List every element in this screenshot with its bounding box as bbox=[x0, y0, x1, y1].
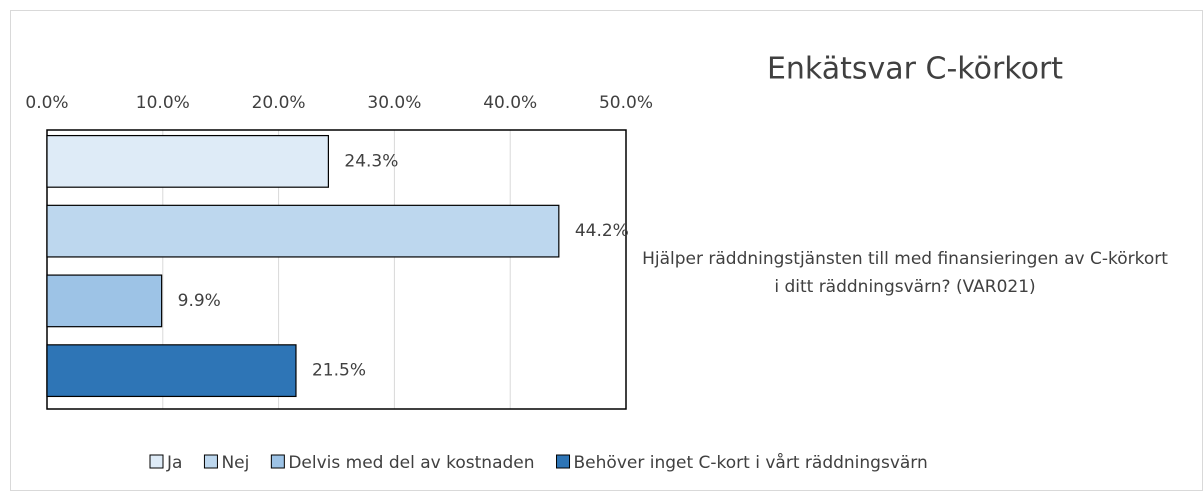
x-tick-label: 30.0% bbox=[367, 93, 421, 113]
legend-swatch bbox=[203, 454, 218, 469]
legend-swatch bbox=[149, 454, 164, 469]
chart-frame bbox=[10, 10, 1203, 491]
legend-label: Ja bbox=[166, 453, 182, 473]
data-label: 9.9% bbox=[178, 291, 221, 311]
legend-swatch bbox=[270, 454, 285, 469]
legend-swatch bbox=[556, 454, 571, 469]
legend-label: Behöver inget C-kort i vårt räddningsvär… bbox=[574, 452, 928, 473]
chart-title: Enkätsvar C-körkort bbox=[767, 52, 1063, 87]
data-label: 24.3% bbox=[344, 151, 398, 171]
plot-frame bbox=[46, 129, 627, 410]
x-tick-label: 10.0% bbox=[136, 93, 190, 113]
category-label: Hjälper räddningstjänsten till med finan… bbox=[642, 249, 1168, 297]
bar bbox=[46, 204, 560, 258]
bar bbox=[46, 134, 329, 188]
bar bbox=[46, 344, 297, 398]
x-tick-label: 50.0% bbox=[599, 93, 653, 113]
x-tick-label: 40.0% bbox=[483, 93, 537, 113]
legend-label: Nej bbox=[221, 453, 249, 473]
bar bbox=[46, 274, 163, 328]
data-label: 21.5% bbox=[312, 361, 366, 381]
data-label: 44.2% bbox=[575, 221, 629, 241]
legend-label: Delvis med del av kostnaden bbox=[288, 453, 534, 473]
x-tick-label: 20.0% bbox=[252, 93, 306, 113]
x-tick-label: 0.0% bbox=[25, 93, 68, 113]
